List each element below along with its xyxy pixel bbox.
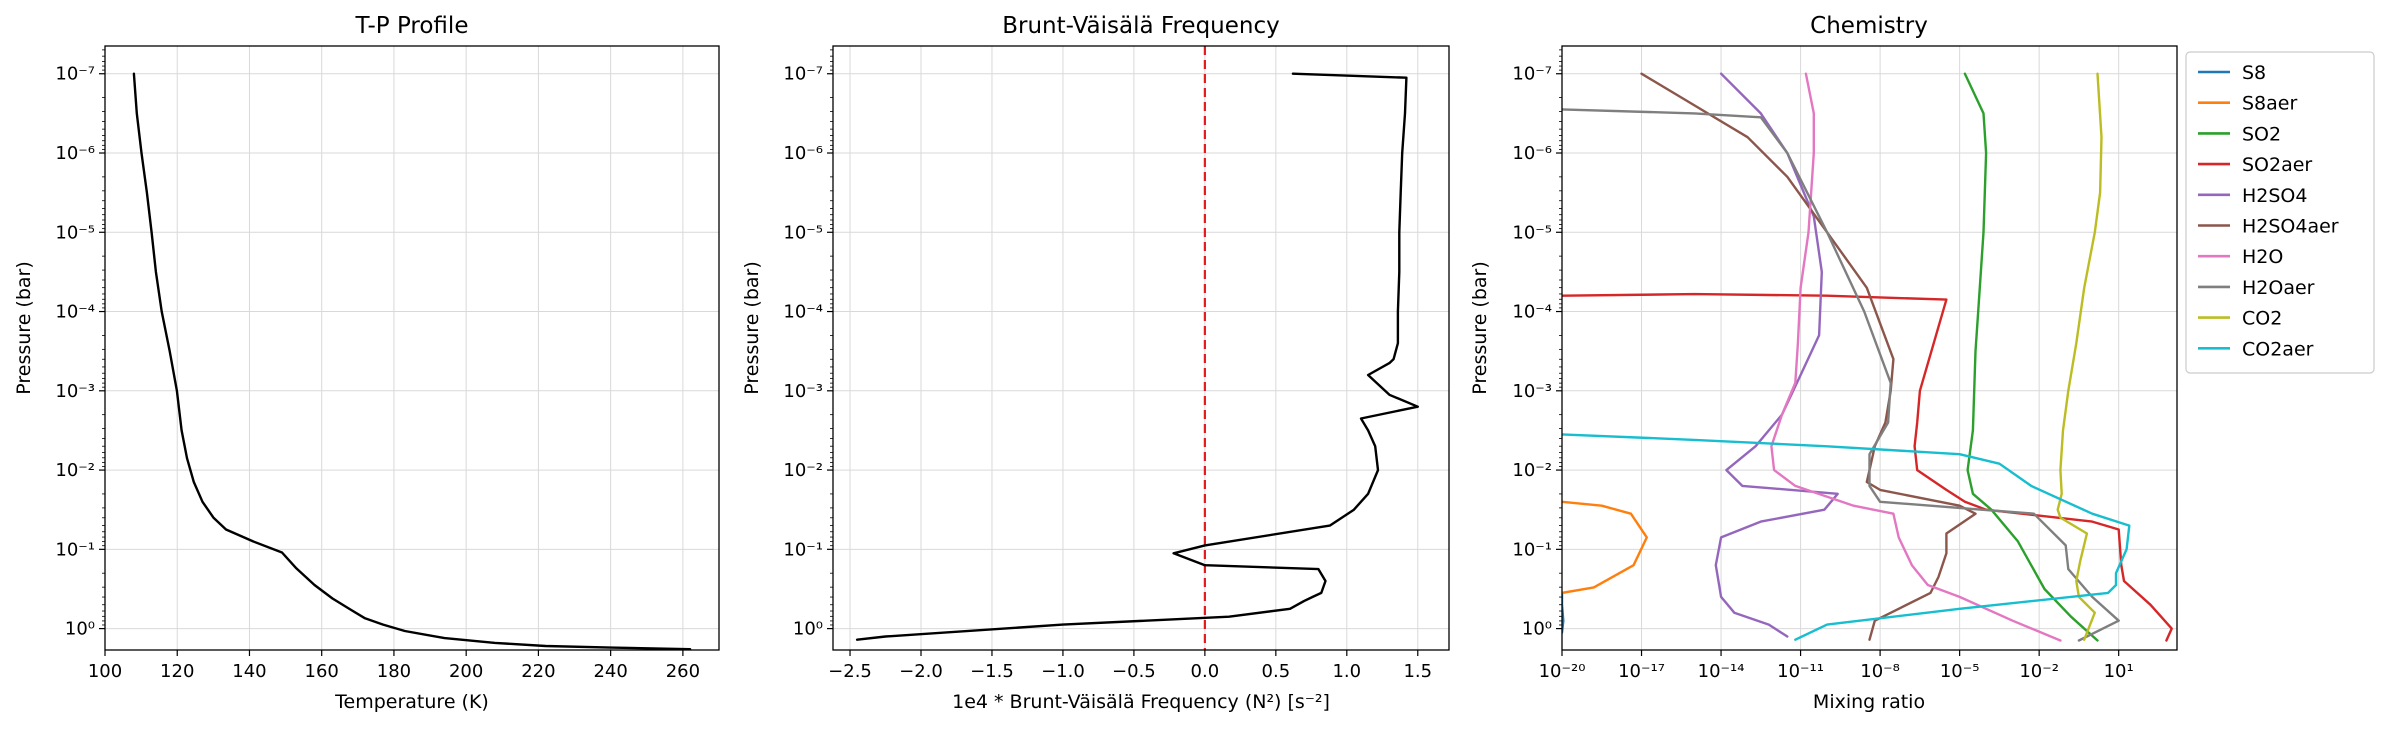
y-tick-label: 10⁻⁶ [783,143,823,164]
y-tick-label: 10⁻⁴ [783,302,823,323]
x-tick-label: 140 [232,661,266,682]
x-tick-label: −2.0 [899,661,943,682]
panel-brunt-vaisala: Brunt-Väisälä Frequency 1e4 * Brunt-Väis… [741,13,1450,713]
y-tick-label: 10⁻² [55,460,95,481]
x-tick-label: 10⁻⁸ [1860,661,1900,682]
plot-area [1562,72,2173,642]
legend-label: SO2 [2242,123,2281,145]
x-tick-label: 180 [377,661,411,682]
x-tick-label: 200 [449,661,483,682]
x-tick-label: 160 [305,661,339,682]
grid [833,46,1449,650]
x-tick-label: −2.5 [828,661,872,682]
y-tick-label: 10⁻² [1512,460,1552,481]
y-tick-label: 10⁻¹ [1512,539,1552,560]
plot-frame [1561,45,2178,651]
x-tick-label: 10¹ [2104,661,2134,682]
y-tick-label: 10⁻⁴ [55,302,95,323]
series-line-h2so4 [1714,72,1839,638]
y-tick-label: 10⁻⁵ [1512,222,1552,243]
y-tick-label: 10⁻¹ [783,539,823,560]
legend-box [2185,51,2375,374]
y-tick-label: 10⁻⁷ [55,64,95,85]
x-tick-label: 1.5 [1403,661,1432,682]
legend-label: H2O [2242,246,2283,268]
y-tick-label: 10⁰ [793,619,823,640]
legend-label: CO2 [2242,308,2282,330]
plot-frame [832,45,1450,651]
y-tick-label: 10⁻⁷ [783,64,823,85]
series-line-co2aer [1562,433,2131,641]
series-line-h2oaer [1562,108,2120,642]
y-tick-label: 10⁻⁴ [1512,302,1552,323]
series-line-h2so4aer [1640,72,1977,641]
y-tick-label: 10⁻³ [1512,381,1552,402]
x-axis-label: Temperature (K) [334,691,489,713]
x-tick-label: 10⁻¹⁷ [1618,661,1665,682]
y-tick-label: 10⁻³ [55,381,95,402]
y-axis-label: Pressure (bar) [741,261,763,395]
y-axis-label: Pressure (bar) [1469,261,1491,395]
x-tick-label: −1.5 [970,661,1014,682]
panel-tp-profile: T-P Profile Temperature (K) Pressure (ba… [13,13,720,713]
x-tick-label: 240 [593,661,627,682]
x-axis-label: 1e4 * Brunt-Väisälä Frequency (N²) [s⁻²] [952,691,1330,713]
x-tick-label: 10⁻⁵ [1940,661,1980,682]
legend-label: S8 [2242,62,2266,84]
y-tick-label: 10⁻⁵ [783,222,823,243]
x-axis-label: Mixing ratio [1813,691,1925,713]
x-tick-label: 100 [88,661,122,682]
series-line [855,72,1420,641]
series-line-s8aer [1562,500,1649,595]
legend-label: H2SO4 [2242,185,2307,207]
y-tick-label: 10⁻⁶ [1512,143,1552,164]
x-tick-label: 10⁻² [2019,661,2059,682]
series-line-h2o [1770,72,2062,642]
plot-area [132,72,692,650]
grid [104,46,719,650]
x-tick-label: 10⁻²⁰ [1539,661,1586,682]
series-line-so2 [1963,72,2099,642]
chart-title: Chemistry [1810,13,1928,39]
legend-label: SO2aer [2242,154,2312,176]
grid [1561,46,2177,650]
legend-label: CO2aer [2242,338,2314,360]
y-tick-label: 10⁻² [783,460,823,481]
y-axis-label: Pressure (bar) [13,261,35,395]
x-tick-label: −1.0 [1041,661,1085,682]
y-tick-label: 10⁻⁷ [1512,64,1552,85]
plot-frame [104,45,720,651]
x-tick-label: 1.0 [1332,661,1361,682]
legend-label: S8aer [2242,93,2297,115]
chart-title: Brunt-Väisälä Frequency [1002,13,1279,39]
x-tick-label: 10⁻¹⁴ [1698,661,1745,682]
y-tick-label: 10⁻³ [783,381,823,402]
x-tick-label: 260 [666,661,700,682]
legend-label: H2Oaer [2242,277,2315,299]
x-tick-label: −0.5 [1112,661,1156,682]
plot-area [855,46,1420,650]
y-tick-label: 10⁻¹ [55,539,95,560]
y-tick-label: 10⁻⁵ [55,222,95,243]
legend: S8 S8aer SO2 SO2aer H2SO4 H2SO4aer H2O H2Oaer CO… [2185,51,2375,374]
x-tick-label: 0.0 [1191,661,1220,682]
x-tick-label: 120 [160,661,194,682]
series-line [132,72,692,650]
panel-chemistry: Chemistry Mixing ratio Pressure (bar) 10… [1469,13,2178,713]
chart-title: T-P Profile [355,13,469,39]
series-line-co2 [2056,72,2103,641]
x-tick-label: 10⁻¹¹ [1777,661,1824,682]
x-tick-label: 220 [521,661,555,682]
legend-label: H2SO4aer [2242,216,2339,238]
x-tick-label: 0.5 [1262,661,1291,682]
y-tick-label: 10⁻⁶ [55,143,95,164]
series-line-s8 [1562,591,1565,634]
series-line-so2aer [1562,292,2173,642]
y-tick-label: 10⁰ [1522,619,1552,640]
y-tick-label: 10⁰ [65,619,95,640]
